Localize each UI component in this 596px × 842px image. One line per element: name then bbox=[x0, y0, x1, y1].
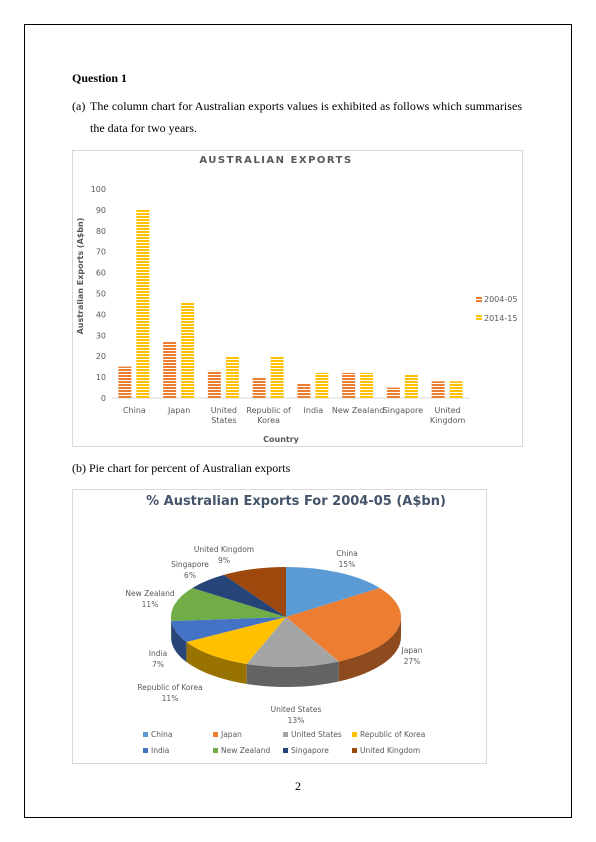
pie-slice bbox=[246, 617, 339, 667]
pie-side bbox=[338, 617, 401, 682]
data-label-value: 7% bbox=[152, 660, 164, 669]
pie-slice bbox=[286, 587, 402, 662]
y-tick-label: 30 bbox=[96, 331, 106, 340]
chart-title: AUSTRALIAN EXPORTS bbox=[199, 155, 352, 166]
bar bbox=[297, 383, 311, 398]
bar bbox=[386, 387, 400, 398]
y-tick-label: 60 bbox=[96, 269, 106, 278]
bar bbox=[404, 375, 418, 398]
y-tick-label: 10 bbox=[96, 373, 106, 382]
data-label-value: 27% bbox=[404, 657, 421, 666]
legend-label: United Kingdom bbox=[360, 746, 420, 755]
x-tick-label: New Zealand bbox=[332, 406, 385, 415]
para-label: (a) bbox=[72, 99, 85, 113]
legend-label: 2014-15 bbox=[484, 314, 517, 323]
bar bbox=[181, 301, 195, 398]
y-tick-label: 0 bbox=[101, 394, 106, 403]
data-label-value: 13% bbox=[288, 716, 305, 725]
y-tick-label: 90 bbox=[96, 206, 106, 215]
pie-slice bbox=[170, 587, 286, 621]
x-tick-label: Singapore bbox=[383, 406, 423, 415]
data-label-name: Republic of Korea bbox=[137, 683, 202, 692]
y-axis-label: Australian Exports (A$bn) bbox=[76, 218, 85, 335]
legend-swatch bbox=[352, 732, 357, 737]
data-label-name: India bbox=[149, 649, 167, 658]
data-label-name: United Kingdom bbox=[194, 545, 254, 554]
legend-label: United States bbox=[291, 730, 342, 739]
data-label-name: China bbox=[336, 549, 357, 558]
legend-swatch bbox=[213, 732, 218, 737]
data-label-value: 15% bbox=[339, 560, 356, 569]
y-tick-label: 40 bbox=[96, 310, 106, 319]
y-tick-label: 80 bbox=[96, 227, 106, 236]
paragraph: the data for two years. bbox=[90, 121, 197, 135]
legend-swatch bbox=[143, 748, 148, 753]
y-tick-label: 50 bbox=[96, 290, 106, 299]
paragraph: (b) Pie chart for percent of Australian … bbox=[72, 461, 291, 475]
paragraph: The column chart for Australian exports … bbox=[90, 99, 522, 113]
pie-slice bbox=[186, 617, 286, 664]
x-tick-label: India bbox=[304, 406, 324, 415]
x-axis-label: Country bbox=[263, 435, 300, 444]
x-tick-label: Japan bbox=[167, 406, 190, 415]
data-label-name: Japan bbox=[401, 646, 423, 655]
bar bbox=[252, 377, 266, 398]
legend-swatch bbox=[213, 748, 218, 753]
legend-label: China bbox=[151, 730, 172, 739]
bar bbox=[225, 356, 239, 398]
y-tick-label: 20 bbox=[96, 352, 106, 361]
legend-swatch bbox=[352, 748, 357, 753]
page-border bbox=[24, 24, 572, 818]
heading: Question 1 bbox=[72, 71, 127, 85]
bar bbox=[449, 381, 463, 398]
legend-swatch bbox=[476, 315, 482, 321]
data-label-name: New Zealand bbox=[125, 589, 175, 598]
bar bbox=[136, 209, 150, 398]
x-tick-label: United Kingdom bbox=[430, 406, 466, 425]
bar bbox=[163, 341, 177, 398]
legend-swatch bbox=[476, 296, 482, 302]
bar bbox=[360, 372, 374, 398]
legend-label: India bbox=[151, 746, 169, 755]
data-label-value: 11% bbox=[162, 694, 179, 703]
legend-swatch bbox=[283, 748, 288, 753]
data-label-name: United States bbox=[271, 705, 322, 714]
page-number: 2 bbox=[295, 779, 301, 793]
legend-label: New Zealand bbox=[221, 746, 271, 755]
data-label-value: 9% bbox=[218, 556, 230, 565]
legend-swatch bbox=[283, 732, 288, 737]
legend-swatch bbox=[143, 732, 148, 737]
data-label-value: 6% bbox=[184, 571, 196, 580]
bar bbox=[431, 381, 445, 398]
pie-slice bbox=[192, 574, 286, 617]
x-tick-label: United States bbox=[211, 406, 237, 425]
y-tick-label: 70 bbox=[96, 248, 106, 257]
legend-label: Republic of Korea bbox=[360, 730, 425, 739]
bar bbox=[342, 372, 356, 398]
pie-side bbox=[171, 620, 187, 662]
data-label-value: 11% bbox=[142, 600, 159, 609]
legend-label: Singapore bbox=[291, 746, 329, 755]
data-label-name: Singapore bbox=[171, 560, 209, 569]
pie-side bbox=[186, 642, 247, 684]
pie-slice bbox=[171, 617, 286, 642]
bar bbox=[270, 356, 284, 398]
pie-slice bbox=[286, 567, 380, 617]
bar bbox=[207, 370, 221, 398]
bar bbox=[118, 366, 132, 398]
pie-side bbox=[246, 661, 339, 687]
x-tick-label: China bbox=[123, 406, 146, 415]
bar bbox=[315, 372, 329, 398]
y-tick-label: 100 bbox=[91, 185, 106, 194]
x-tick-label: Republic of Korea bbox=[246, 406, 291, 425]
chart-title: % Australian Exports For 2004-05 (A$bn) bbox=[146, 494, 446, 509]
legend-label: 2004-05 bbox=[484, 295, 517, 304]
pie-slice bbox=[223, 567, 286, 617]
legend-label: Japan bbox=[220, 730, 242, 739]
